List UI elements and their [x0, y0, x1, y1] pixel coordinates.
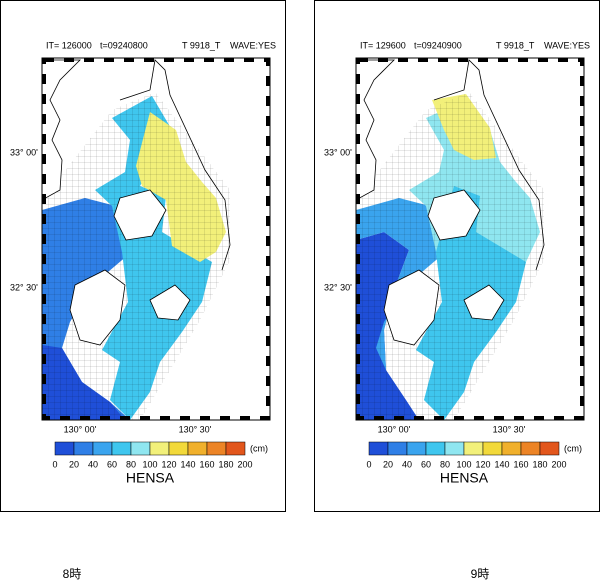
coastline	[433, 59, 545, 271]
case-name: T 9918_T	[496, 40, 535, 50]
lon-label: 130° 30'	[179, 424, 212, 434]
colorbar-tick-label: 160	[513, 459, 528, 469]
colorbar-tick-label: 120	[161, 459, 176, 469]
colorbar-tick-label: 100	[142, 459, 157, 469]
land	[69, 269, 126, 346]
colorbar-tick-label: 20	[383, 459, 393, 469]
colorbar-segment	[225, 441, 246, 456]
land	[113, 189, 167, 241]
lon-label: 130° 00'	[378, 424, 411, 434]
colorbar-tick-label: 200	[237, 459, 252, 469]
colorbar-segment	[111, 441, 132, 456]
colorbar-tick-label: 80	[440, 459, 450, 469]
colorbar-unit: (cm)	[564, 443, 582, 453]
land	[427, 189, 481, 241]
colorbar-tick-label: 0	[52, 459, 57, 469]
colorbar-segment	[149, 441, 170, 456]
colorbar-title: HENSA	[440, 470, 489, 486]
colorbar-segment	[482, 441, 503, 456]
lon-label: 130° 00'	[64, 424, 97, 434]
land	[149, 284, 191, 321]
colorbar-segment	[73, 441, 94, 456]
land	[463, 284, 505, 321]
colorbar-segment	[463, 441, 484, 456]
colorbar-tick-label: 40	[402, 459, 412, 469]
wave-flag: WAVE:YES	[230, 40, 276, 50]
map-frame-ticks	[356, 58, 584, 420]
lat-label: 33° 00'	[324, 147, 352, 157]
colorbar-tick-label: 180	[532, 459, 547, 469]
caption: 8時	[63, 567, 82, 581]
case-name: T 9918_T	[182, 40, 221, 50]
colorbar-tick-label: 120	[475, 459, 490, 469]
colorbar-tick-label: 20	[69, 459, 79, 469]
colorbar-tick-label: 0	[366, 459, 371, 469]
land	[355, 59, 395, 201]
colorbar-segment	[539, 441, 560, 456]
colorbar-title: HENSA	[126, 470, 175, 486]
colorbar-segment	[187, 441, 208, 456]
map-panel: IT= 126000 t=09240800 T 9918_T WAVE:YES 33° …	[0, 0, 286, 512]
colorbar-tick-label: 40	[88, 459, 98, 469]
iteration: IT= 129600	[360, 40, 406, 50]
coastline	[119, 59, 231, 271]
colorbar-tick-label: 160	[199, 459, 214, 469]
lat-label: 32° 30'	[324, 282, 352, 292]
colorbar-unit: (cm)	[250, 443, 268, 453]
colorbar-segment	[425, 441, 446, 456]
colorbar-segment	[206, 441, 227, 456]
colorbar-tick-label: 100	[456, 459, 471, 469]
time-stamp: t=09240800	[100, 40, 148, 50]
colorbar-segment	[501, 441, 522, 456]
colorbar-tick-label: 180	[218, 459, 233, 469]
land	[41, 59, 81, 201]
colorbar-segment	[368, 441, 389, 456]
colorbar-segment	[92, 441, 113, 456]
colorbar-tick-label: 140	[494, 459, 509, 469]
colorbar-tick-label: 60	[421, 459, 431, 469]
lat-label: 32° 30'	[10, 282, 38, 292]
colorbar-tick-label: 140	[180, 459, 195, 469]
colorbar-tick-label: 80	[126, 459, 136, 469]
lon-label: 130° 30'	[493, 424, 526, 434]
colorbar-segment	[130, 441, 151, 456]
wave-flag: WAVE:YES	[544, 40, 590, 50]
map-area	[41, 58, 270, 420]
colorbar-segment	[520, 441, 541, 456]
colorbar-segment	[444, 441, 465, 456]
map-panel: IT= 129600 t=09240900 T 9918_T WAVE:YES 33° …	[314, 0, 600, 512]
colorbar-segment	[168, 441, 189, 456]
time-stamp: t=09240900	[414, 40, 462, 50]
colorbar-segment	[406, 441, 427, 456]
lat-label: 33° 00'	[10, 147, 38, 157]
colorbar-segment	[54, 441, 75, 456]
colorbar-tick-label: 200	[551, 459, 566, 469]
land	[383, 269, 440, 346]
iteration: IT= 126000	[46, 40, 92, 50]
colorbar-segment	[387, 441, 408, 456]
colorbar-tick-label: 60	[107, 459, 117, 469]
map-frame-ticks	[42, 58, 270, 420]
caption: 9時	[471, 567, 490, 581]
map-area	[355, 58, 584, 420]
